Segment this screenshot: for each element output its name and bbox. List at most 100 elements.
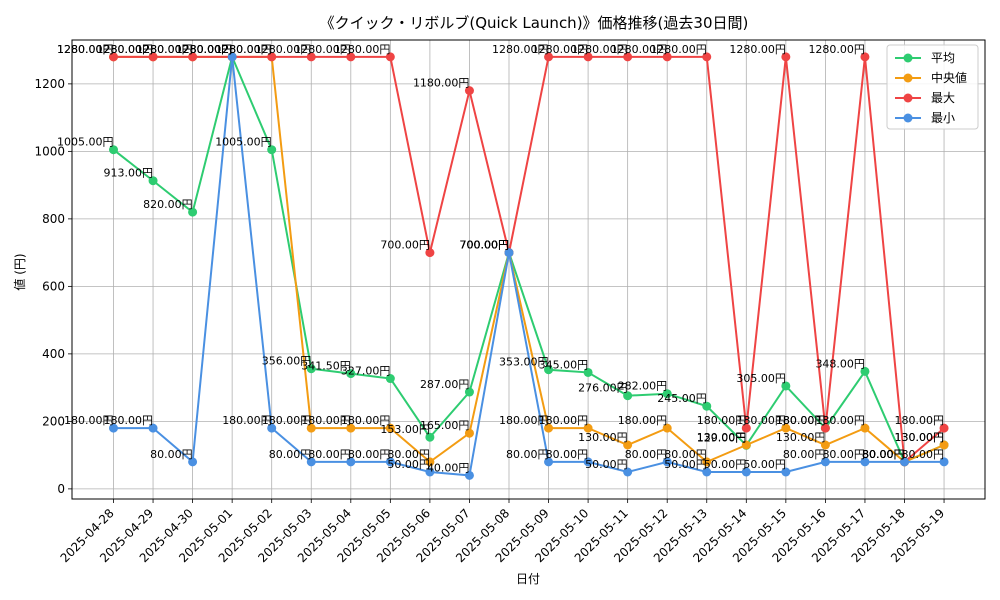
data-point [860,423,870,433]
data-point [188,207,198,217]
grid [72,40,985,499]
data-label: 700.00円 [460,239,510,252]
data-label: 1280.00円 [97,43,154,56]
chart-title: 《クイック・リボルブ(Quick Launch)》価格推移(過去30日間) [320,14,749,32]
data-point [385,374,395,384]
data-point [860,366,870,376]
series-line [113,55,945,464]
data-label: 245.00円 [657,392,707,405]
data-point [544,423,554,433]
data-point [939,440,949,450]
data-point [544,52,554,62]
data-label: 80.00円 [546,448,589,461]
y-tick-label: 0 [57,482,65,496]
data-label: 180.00円 [341,414,391,427]
legend-label: 最小 [931,111,955,125]
data-point [820,423,830,433]
data-point [741,467,751,477]
legend-marker [903,113,913,123]
data-point [306,52,316,62]
data-label: 180.00円 [618,414,668,427]
data-label: 1005.00円 [215,136,272,149]
data-label: 180.00円 [736,414,786,427]
data-label: 1280.00円 [176,43,233,56]
data-point [860,457,870,467]
data-label: 50.00円 [664,458,707,471]
data-label: 130.00円 [776,431,826,444]
data-label: 1280.00円 [492,43,549,56]
data-label: 1280.00円 [136,43,193,56]
data-point [148,176,158,186]
data-label: 1280.00円 [808,43,865,56]
data-point [583,423,593,433]
data-label: 180.00円 [64,414,114,427]
data-label: 287.00円 [420,378,470,391]
data-label: 80.00円 [308,448,351,461]
data-label: 1280.00円 [294,43,351,56]
data-label: 353.00円 [499,356,549,369]
data-label: 180.00円 [776,414,826,427]
data-point [346,52,356,62]
x-axis-title: 日付 [516,572,540,586]
data-point [109,423,118,433]
data-label: 180.00円 [222,414,272,427]
y-axis-title: 値 (円) [12,253,27,290]
data-point [425,432,435,442]
data-point [741,423,751,433]
data-label: 130.00円 [697,431,747,444]
data-point [781,381,791,391]
data-label: 130.00円 [895,431,945,444]
data-label: 129.00円 [697,431,747,444]
data-point [900,457,909,467]
data-label: 180.00円 [104,414,154,427]
data-point [583,457,593,467]
data-label: 341.50円 [301,360,351,373]
data-point [939,457,949,467]
data-label: 40.00円 [427,461,470,474]
data-point [306,423,316,433]
data-label: 356.00円 [262,355,312,368]
data-label: 180.00円 [776,414,826,427]
data-label: 1280.00円 [176,43,233,56]
data-label: 50.00円 [743,458,786,471]
data-label: 1180.00円 [413,77,470,90]
data-point [267,52,277,62]
legend-box [886,44,979,130]
data-labels: 1005.00円 913.00円 820.00円 1280.00円 1005.00円 35… [57,43,944,475]
data-label: 180.00円 [895,414,945,427]
data-label: 80.00円 [625,448,668,461]
data-point [109,145,118,155]
data-point [346,457,356,467]
data-label: 1280.00円 [97,43,154,56]
data-point [662,457,672,467]
data-point [464,470,474,480]
data-point [860,52,870,62]
data-label: 1280.00円 [57,43,114,56]
data-label: 1280.00円 [650,43,707,56]
y-tick-label: 800 [42,212,65,226]
data-point [583,367,593,377]
y-tick-label: 1200 [34,77,65,91]
plot-frame [71,39,986,500]
data-label: 1280.00円 [57,43,114,56]
data-label: 1005.00円 [57,136,114,149]
data-label: 1280.00円 [176,43,233,56]
data-point [820,457,830,467]
data-point [662,52,672,62]
data-label: 1280.00円 [532,43,589,56]
data-point [148,423,158,433]
data-point [662,423,672,433]
data-point [702,401,712,411]
data-point [781,423,791,433]
data-point [544,457,554,467]
data-label: 80.00円 [822,448,865,461]
data-label: 1280.00円 [136,43,193,56]
data-point [781,467,791,477]
data-label: 50.00円 [585,458,628,471]
legend-label: 平均 [931,51,955,65]
data-label: 80.00円 [862,448,905,461]
data-point [425,457,435,467]
data-label: 180.00円 [262,414,312,427]
